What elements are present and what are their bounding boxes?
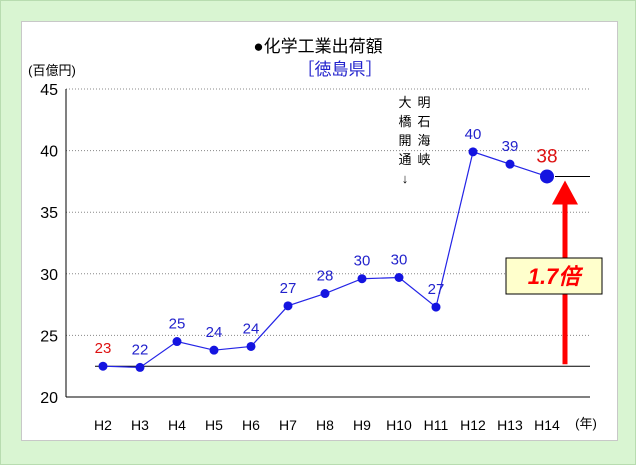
data-point xyxy=(431,302,441,312)
ratio-label: 1.7倍 xyxy=(528,264,584,289)
data-point xyxy=(246,341,256,351)
data-label: 22 xyxy=(132,341,149,358)
x-tick-label: H6 xyxy=(242,417,260,433)
data-label: 40 xyxy=(465,126,482,143)
x-tick-label: H8 xyxy=(316,417,334,433)
x-tick-label: H4 xyxy=(168,417,186,433)
annotation-bridge-char: ↓ xyxy=(402,171,409,186)
x-tick-label: H10 xyxy=(386,417,412,433)
data-point xyxy=(283,301,293,311)
data-label: 23 xyxy=(95,340,112,357)
annotation-strait-char: 石 xyxy=(417,114,430,129)
data-point xyxy=(357,274,367,284)
annotation-strait-char: 海 xyxy=(417,133,430,148)
data-label: 28 xyxy=(317,268,334,285)
data-point xyxy=(505,159,515,169)
data-label: 38 xyxy=(536,146,557,167)
data-label: 24 xyxy=(243,320,260,337)
x-tick-label: H9 xyxy=(353,417,371,433)
data-label: 24 xyxy=(206,324,223,341)
annotation-strait-char: 明 xyxy=(417,95,430,110)
data-label: 27 xyxy=(280,280,297,297)
data-point xyxy=(468,147,478,157)
annotation-bridge-char: 大 xyxy=(398,95,411,110)
data-point xyxy=(540,169,554,184)
data-label: 30 xyxy=(391,251,408,268)
data-label: 30 xyxy=(354,253,371,270)
x-tick-label: H7 xyxy=(279,417,297,433)
data-point xyxy=(135,362,145,372)
y-axis-label: (百億円) xyxy=(28,63,76,78)
y-tick-label: 25 xyxy=(40,328,58,345)
data-point xyxy=(320,289,330,299)
y-tick-label: 45 xyxy=(40,82,58,99)
x-tick-label: H13 xyxy=(497,417,523,433)
x-tick-label: H3 xyxy=(131,417,149,433)
y-tick-label: 30 xyxy=(40,267,58,284)
data-point xyxy=(98,361,108,371)
x-tick-label: H14 xyxy=(534,417,560,433)
x-tick-label: H11 xyxy=(424,417,449,433)
data-point xyxy=(209,345,219,355)
chart-subtitle: ［徳島県］ xyxy=(298,60,383,79)
chart-title: ●化学工業出荷額 xyxy=(253,37,382,56)
x-tick-label: H5 xyxy=(205,417,223,433)
data-point xyxy=(394,272,404,282)
chart-panel xyxy=(21,21,618,441)
annotation-bridge-char: 橋 xyxy=(398,114,411,129)
data-label: 25 xyxy=(169,316,186,333)
y-tick-label: 40 xyxy=(40,144,58,161)
annotation-strait-char: 峡 xyxy=(417,152,430,167)
ratio-arrow-head xyxy=(552,180,578,205)
y-tick-label: 20 xyxy=(40,390,58,407)
x-tick-label: H2 xyxy=(94,417,112,433)
data-label: 27 xyxy=(428,281,445,298)
data-label: 39 xyxy=(502,138,519,155)
x-tick-label: H12 xyxy=(460,417,486,433)
x-axis-unit: (年) xyxy=(575,416,597,431)
data-point xyxy=(172,337,182,347)
ratio-label-box xyxy=(505,257,603,295)
annotation-bridge-char: 通 xyxy=(398,152,411,167)
annotation-bridge-char: 開 xyxy=(398,133,411,148)
plot-area: 20 25 30 35 40 45 H2 H3 H4 H5 H6 H7 H8 H9 H10 H11 H12 H13… xyxy=(40,82,603,433)
y-tick-label: 35 xyxy=(40,205,58,222)
